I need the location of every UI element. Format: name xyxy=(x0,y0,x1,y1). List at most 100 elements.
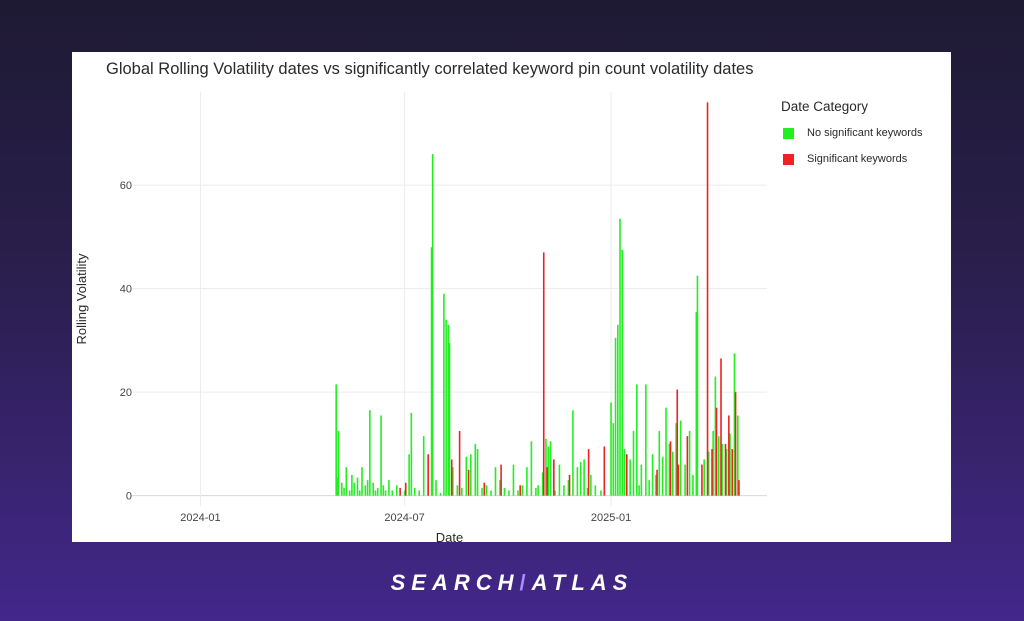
bar-significant xyxy=(427,454,429,496)
bar-no-significant xyxy=(499,480,501,496)
bar-significant xyxy=(686,436,689,496)
bar-no-significant xyxy=(610,402,612,496)
bar-significant xyxy=(546,467,548,496)
bar-no-significant xyxy=(616,324,619,496)
bar-no-significant xyxy=(537,485,539,496)
bar-no-significant xyxy=(583,459,585,496)
bar-no-significant xyxy=(403,490,406,496)
bar-no-significant xyxy=(435,480,437,496)
y-tick-label: 0 xyxy=(126,491,132,503)
bar-no-significant xyxy=(517,490,519,496)
bar-no-significant xyxy=(665,407,667,496)
x-tick-label: 2025-01 xyxy=(591,512,631,524)
bar-no-significant xyxy=(335,384,337,496)
bar-no-significant xyxy=(343,487,345,496)
bar-no-significant xyxy=(431,154,434,496)
bar-no-significant xyxy=(372,482,375,496)
bar-no-significant xyxy=(572,410,574,496)
bar-no-significant xyxy=(490,490,492,496)
bar-no-significant xyxy=(382,485,385,496)
bar-no-significant xyxy=(692,474,694,496)
bar-significant xyxy=(731,449,734,496)
bar-no-significant xyxy=(503,487,506,496)
bar-no-significant xyxy=(494,467,497,496)
bar-no-significant xyxy=(361,467,363,496)
bar-no-significant xyxy=(675,423,677,496)
bar-no-significant xyxy=(481,487,483,496)
bar-no-significant xyxy=(619,218,621,496)
bar-no-significant xyxy=(655,474,657,496)
bar-significant xyxy=(701,464,703,496)
bar-no-significant xyxy=(391,490,394,496)
bar-no-significant xyxy=(668,443,671,496)
bar-no-significant xyxy=(679,420,682,496)
legend-label: No significant keywords xyxy=(807,127,923,139)
bar-no-significant xyxy=(337,430,340,496)
bar-significant xyxy=(656,469,658,496)
bar-no-significant xyxy=(474,443,477,496)
bar-no-significant xyxy=(364,485,367,496)
bar-significant xyxy=(542,252,545,496)
bar-significant xyxy=(724,443,727,496)
x-axis-label: Date xyxy=(436,530,463,542)
bar-no-significant xyxy=(629,459,631,496)
bar-no-significant xyxy=(640,464,643,496)
bar-no-significant xyxy=(395,485,398,496)
bar-no-significant xyxy=(521,485,524,496)
bar-significant xyxy=(711,449,713,496)
bar-no-significant xyxy=(388,480,390,496)
bar-no-significant xyxy=(645,384,647,496)
bar-no-significant xyxy=(600,490,602,496)
bar-no-significant xyxy=(408,454,410,496)
bar-no-significant xyxy=(712,430,714,496)
bar-significant xyxy=(728,415,730,496)
bar-no-significant xyxy=(526,467,528,496)
bar-significant xyxy=(450,459,453,496)
bar-no-significant xyxy=(452,467,454,496)
bar-no-significant xyxy=(549,441,552,496)
bar-no-significant xyxy=(576,467,579,496)
bar-significant xyxy=(568,474,571,496)
bar-no-significant xyxy=(530,441,533,496)
bar-no-significant xyxy=(707,451,710,496)
bar-no-significant xyxy=(614,337,617,496)
bar-no-significant xyxy=(476,449,479,496)
bar-significant xyxy=(734,392,737,496)
bar-no-significant xyxy=(348,490,351,496)
bar-no-significant xyxy=(380,415,382,496)
bar-significant xyxy=(625,454,628,496)
legend-item-no-significant[interactable]: No significant keywords xyxy=(781,120,923,146)
bar-no-significant xyxy=(579,462,582,496)
bar-significant xyxy=(553,459,555,496)
bar-significant xyxy=(399,487,401,496)
bar-no-significant xyxy=(384,490,387,496)
bar-significant xyxy=(738,480,740,496)
bar-no-significant xyxy=(696,275,699,496)
search-atlas-logo: SEARCH / ATLAS xyxy=(0,566,1024,600)
bar-no-significant xyxy=(445,319,447,496)
bar-no-significant xyxy=(358,490,361,496)
bar-no-significant xyxy=(737,415,739,496)
bar-no-significant xyxy=(456,485,459,496)
legend-label: Significant keywords xyxy=(807,153,908,165)
bar-no-significant xyxy=(688,430,691,496)
bar-no-significant xyxy=(470,454,472,496)
bar-no-significant xyxy=(594,485,597,496)
y-tick-label: 40 xyxy=(120,284,132,296)
bar-no-significant xyxy=(535,487,537,496)
bar-no-significant xyxy=(541,472,544,496)
bar-no-significant xyxy=(422,436,425,496)
bar-no-significant xyxy=(612,423,615,496)
legend[interactable]: Date Category No significant keywords Si… xyxy=(781,99,923,172)
bar-no-significant xyxy=(512,464,515,496)
bar-no-significant xyxy=(430,247,433,496)
bar-significant xyxy=(720,358,722,496)
bar-significant xyxy=(676,389,679,496)
legend-item-significant[interactable]: Significant keywords xyxy=(781,146,923,172)
bar-significant xyxy=(467,469,470,496)
bar-no-significant xyxy=(345,467,348,496)
bar-no-significant xyxy=(410,412,413,496)
x-tick-label: 2024-01 xyxy=(180,512,220,524)
logo-text-search: SEARCH xyxy=(390,570,520,595)
bar-no-significant xyxy=(714,376,717,496)
